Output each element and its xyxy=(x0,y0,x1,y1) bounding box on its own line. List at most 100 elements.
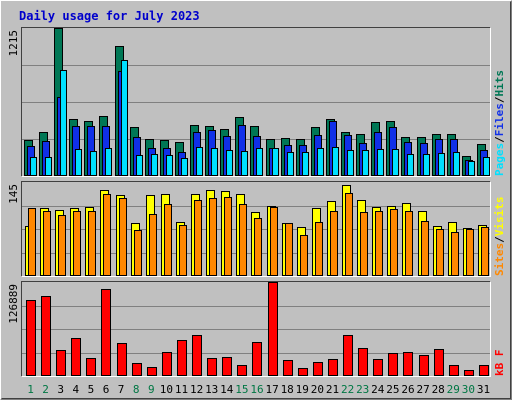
panel-visits_sites: 145 Sites/Visits xyxy=(7,181,506,277)
bar-pages xyxy=(90,151,97,176)
bar-pages xyxy=(483,157,490,176)
bar-kb-f xyxy=(41,296,51,376)
bar-kb-f xyxy=(86,358,96,376)
x-tick-label: 19 xyxy=(296,383,309,396)
bar-pages xyxy=(392,149,399,176)
bar-pages xyxy=(60,70,67,176)
bar-kb-f xyxy=(192,335,202,376)
legend-entry: / xyxy=(493,236,506,243)
x-tick-label: 16 xyxy=(250,383,263,396)
bar-pages xyxy=(105,148,112,176)
x-tick-label: 26 xyxy=(401,383,414,396)
bar-kb-f xyxy=(268,282,278,376)
bar-kb-f xyxy=(388,353,398,376)
bar-kb-f xyxy=(71,338,81,376)
x-tick-label: 4 xyxy=(72,383,79,396)
x-tick-label: 23 xyxy=(356,383,369,396)
x-tick-label: 21 xyxy=(326,383,339,396)
panel-hits_files_pages: 1215 Pages/Files/Hits xyxy=(7,27,506,177)
x-tick-label: 11 xyxy=(175,383,188,396)
legend: Pages/Files/Hits xyxy=(493,70,506,176)
plot-border-light xyxy=(21,281,491,377)
x-tick-label: 30 xyxy=(462,383,475,396)
chart-title: Daily usage for July 2023 xyxy=(19,9,200,23)
bar-kb-f xyxy=(237,365,247,376)
bar-sites xyxy=(149,214,157,276)
bar-sites xyxy=(300,235,308,276)
bar-kb-f xyxy=(464,370,474,376)
bar-kb-f xyxy=(132,363,142,376)
legend-entry: / xyxy=(493,136,506,143)
bar-pages xyxy=(272,148,279,176)
bar-kb-f xyxy=(419,355,429,376)
bar-kb-f xyxy=(162,352,172,376)
bar-kb-f xyxy=(147,367,157,376)
bar-kb-f xyxy=(101,289,111,376)
bar-sites xyxy=(209,198,217,276)
x-axis-labels: 1 2 3 4 5 6 7 8 9 10 11 12 13 14 15 16 17 18 19 20 21 22 23 24 2… xyxy=(27,383,490,396)
bar-pages xyxy=(30,157,37,176)
legend-entry: / xyxy=(493,96,506,103)
bar-sites xyxy=(345,193,353,276)
bar-pages xyxy=(211,148,218,176)
bar-sites xyxy=(58,215,66,276)
bar-sites xyxy=(481,227,489,276)
bar-pages xyxy=(438,153,445,176)
bar-sites xyxy=(224,197,232,276)
bar-kb-f xyxy=(449,365,459,376)
x-tick-label: 5 xyxy=(88,383,95,396)
x-tick-label: 8 xyxy=(133,383,140,396)
bar-sites xyxy=(315,222,323,276)
plot-border-dark xyxy=(21,181,491,277)
bar-pages xyxy=(317,148,324,176)
bar-kb-f xyxy=(26,300,36,376)
bar-pages xyxy=(151,154,158,176)
x-tick-label: 18 xyxy=(281,383,294,396)
bar-sites xyxy=(330,211,338,276)
x-tick-label: 2 xyxy=(42,383,49,396)
panel-kbytes: 126889 kB F xyxy=(7,281,506,377)
legend-entry: Hits xyxy=(493,70,506,97)
bar-pages xyxy=(453,152,460,176)
bar-sites xyxy=(43,211,51,276)
x-tick-label: 13 xyxy=(205,383,218,396)
chart-panels: 1215 Pages/Files/Hits 145Sites/Visits12688… xyxy=(7,27,506,377)
x-tick-label: 17 xyxy=(265,383,278,396)
bar-sites xyxy=(179,225,187,276)
bar-pages xyxy=(256,148,263,176)
x-tick-label: 15 xyxy=(235,383,248,396)
bar-sites xyxy=(88,211,96,276)
bar-kb-f xyxy=(207,358,217,376)
bar-kb-f xyxy=(358,348,368,376)
bar-sites xyxy=(375,211,383,276)
bar-pages xyxy=(166,155,173,176)
bar-kb-f xyxy=(283,360,293,376)
legend: kB F xyxy=(493,350,506,377)
bar-pages xyxy=(241,151,248,176)
x-tick-label: 9 xyxy=(148,383,155,396)
bar-pages xyxy=(287,152,294,176)
bar-sites xyxy=(239,204,247,276)
bar-pages xyxy=(181,158,188,176)
legend-entry: Visits xyxy=(493,197,506,237)
x-tick-label: 20 xyxy=(311,383,324,396)
plot-border-dark xyxy=(21,281,491,377)
bar-sites xyxy=(254,218,262,276)
bar-pages xyxy=(423,154,430,176)
bar-kb-f xyxy=(479,365,489,376)
x-tick-label: 6 xyxy=(103,383,110,396)
bar-sites xyxy=(390,209,398,276)
x-tick-label: 1 xyxy=(27,383,34,396)
x-tick-label: 27 xyxy=(416,383,429,396)
y-max-label: 1215 xyxy=(7,30,20,57)
bar-pages xyxy=(407,154,414,176)
bar-kb-f xyxy=(403,352,413,376)
bar-pages xyxy=(377,149,384,176)
bar-sites xyxy=(421,221,429,276)
x-tick-label: 28 xyxy=(432,383,445,396)
bar-pages xyxy=(136,155,143,176)
bar-sites xyxy=(405,211,413,276)
bar-kb-f xyxy=(117,343,127,376)
bar-pages xyxy=(347,150,354,176)
